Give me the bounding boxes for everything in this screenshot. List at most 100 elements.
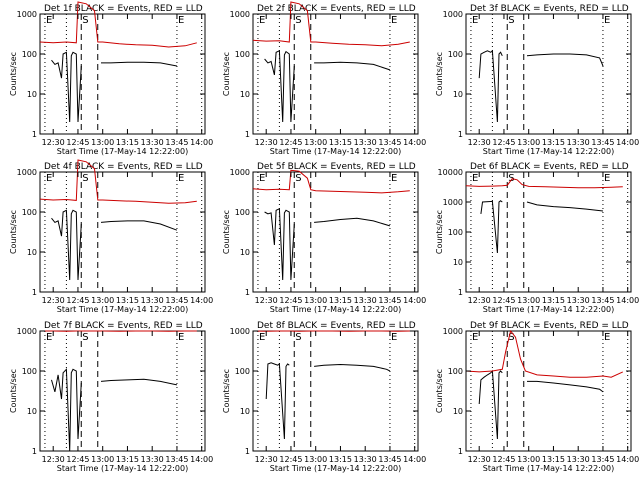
lld-series-line <box>252 169 410 194</box>
y-tick-label: 1 <box>32 447 37 456</box>
y-axis-label: Counts/sec <box>435 210 444 254</box>
y-tick-label: 1000 <box>443 327 463 336</box>
y-tick-label: 10 <box>453 90 463 99</box>
plot-frame <box>465 171 632 293</box>
y-tick-label: 1 <box>458 447 463 456</box>
x-tick-label: 13:15 <box>542 296 565 305</box>
event-marker-label: E <box>604 15 610 26</box>
y-tick-label: 1000 <box>230 168 250 177</box>
y-tick-label: 10 <box>240 248 250 257</box>
events-series-line <box>264 50 391 123</box>
y-tick-label: 100 <box>22 50 37 59</box>
x-axis-label: Start Time (17-May-14 12:22:00) <box>57 464 188 473</box>
y-tick-label: 1 <box>458 288 463 297</box>
x-tick-label: 13:00 <box>91 296 114 305</box>
x-tick-label: 13:15 <box>116 296 139 305</box>
x-tick-label: 14:00 <box>403 296 426 305</box>
y-tick-label: 1000 <box>443 198 463 207</box>
x-tick-label: 12:30 <box>42 138 65 147</box>
y-axis-label: Counts/sec <box>9 52 18 96</box>
event-marker-label: S <box>82 173 88 184</box>
lld-series-line <box>465 178 623 189</box>
x-tick-label: 12:30 <box>255 138 278 147</box>
y-tick-label: 1 <box>245 288 250 297</box>
x-tick-label: 13:30 <box>141 296 164 305</box>
x-tick-label: 13:00 <box>91 138 114 147</box>
x-tick-label: 13:45 <box>378 138 401 147</box>
plot-frame <box>39 171 206 293</box>
panel-title: Det 3f BLACK = Events, RED = LLD <box>470 4 629 14</box>
x-axis-label: Start Time (17-May-14 12:22:00) <box>270 464 401 473</box>
x-tick-label: 13:15 <box>116 138 139 147</box>
x-tick-label: 13:00 <box>304 455 327 464</box>
x-tick-label: 13:30 <box>567 138 590 147</box>
lld-series-line <box>39 159 197 204</box>
event-marker-label: S <box>508 173 514 184</box>
events-series-line <box>478 369 604 440</box>
y-tick-label: 10 <box>27 248 37 257</box>
panel-title: Det 8f BLACK = Events, RED = LLD <box>257 321 416 331</box>
x-axis-label: Start Time (17-May-14 12:22:00) <box>57 147 188 156</box>
plot-frame <box>465 13 632 135</box>
event-marker-label: S <box>295 173 301 184</box>
x-tick-label: 14:00 <box>190 455 213 464</box>
events-series-line <box>51 51 177 123</box>
event-marker-label: E <box>604 173 610 184</box>
panel-title: Det 5f BLACK = Events, RED = LLD <box>257 162 416 172</box>
x-tick-label: 12:45 <box>492 138 515 147</box>
y-tick-label: 100 <box>235 50 250 59</box>
x-tick-label: 12:30 <box>42 296 65 305</box>
y-tick-label: 10 <box>27 407 37 416</box>
x-tick-label: 12:30 <box>255 296 278 305</box>
event-marker-label: E <box>391 173 397 184</box>
x-tick-label: 14:00 <box>190 138 213 147</box>
y-tick-label: 1000 <box>230 10 250 19</box>
x-tick-label: 13:00 <box>91 455 114 464</box>
event-marker-label: E <box>472 15 478 26</box>
plot-frame <box>252 171 419 293</box>
event-marker-label: E <box>604 332 610 343</box>
y-tick-label: 10 <box>453 258 463 267</box>
y-tick-label: 100 <box>448 50 463 59</box>
event-marker-label: S <box>82 15 88 26</box>
x-tick-label: 13:00 <box>304 138 327 147</box>
y-tick-label: 100 <box>448 228 463 237</box>
plot-frame <box>39 330 206 452</box>
x-tick-label: 14:00 <box>616 455 639 464</box>
lld-series-line <box>252 1 410 47</box>
x-tick-label: 13:00 <box>517 296 540 305</box>
x-tick-label: 13:30 <box>354 296 377 305</box>
x-tick-label: 14:00 <box>403 455 426 464</box>
event-marker-label: E <box>472 332 478 343</box>
y-tick-label: 1 <box>32 130 37 139</box>
x-axis-label: Start Time (17-May-14 12:22:00) <box>57 305 188 314</box>
x-tick-label: 13:45 <box>165 138 188 147</box>
x-tick-label: 13:00 <box>304 296 327 305</box>
x-tick-label: 13:30 <box>141 138 164 147</box>
x-tick-label: 13:45 <box>591 138 614 147</box>
x-tick-label: 12:45 <box>66 296 89 305</box>
y-axis-label: Counts/sec <box>9 210 18 254</box>
x-tick-label: 13:15 <box>329 138 352 147</box>
x-tick-label: 14:00 <box>616 296 639 305</box>
event-marker-label: E <box>46 332 52 343</box>
y-tick-label: 10 <box>27 90 37 99</box>
event-marker-label: E <box>391 15 397 26</box>
x-axis-label: Start Time (17-May-14 12:22:00) <box>270 305 401 314</box>
y-tick-label: 1000 <box>230 327 250 336</box>
y-axis-label: Counts/sec <box>435 369 444 413</box>
x-tick-label: 13:30 <box>567 296 590 305</box>
event-marker-label: E <box>178 332 184 343</box>
x-tick-label: 12:45 <box>66 455 89 464</box>
events-series-line <box>478 49 604 123</box>
x-tick-label: 13:45 <box>165 296 188 305</box>
x-tick-label: 13:30 <box>141 455 164 464</box>
